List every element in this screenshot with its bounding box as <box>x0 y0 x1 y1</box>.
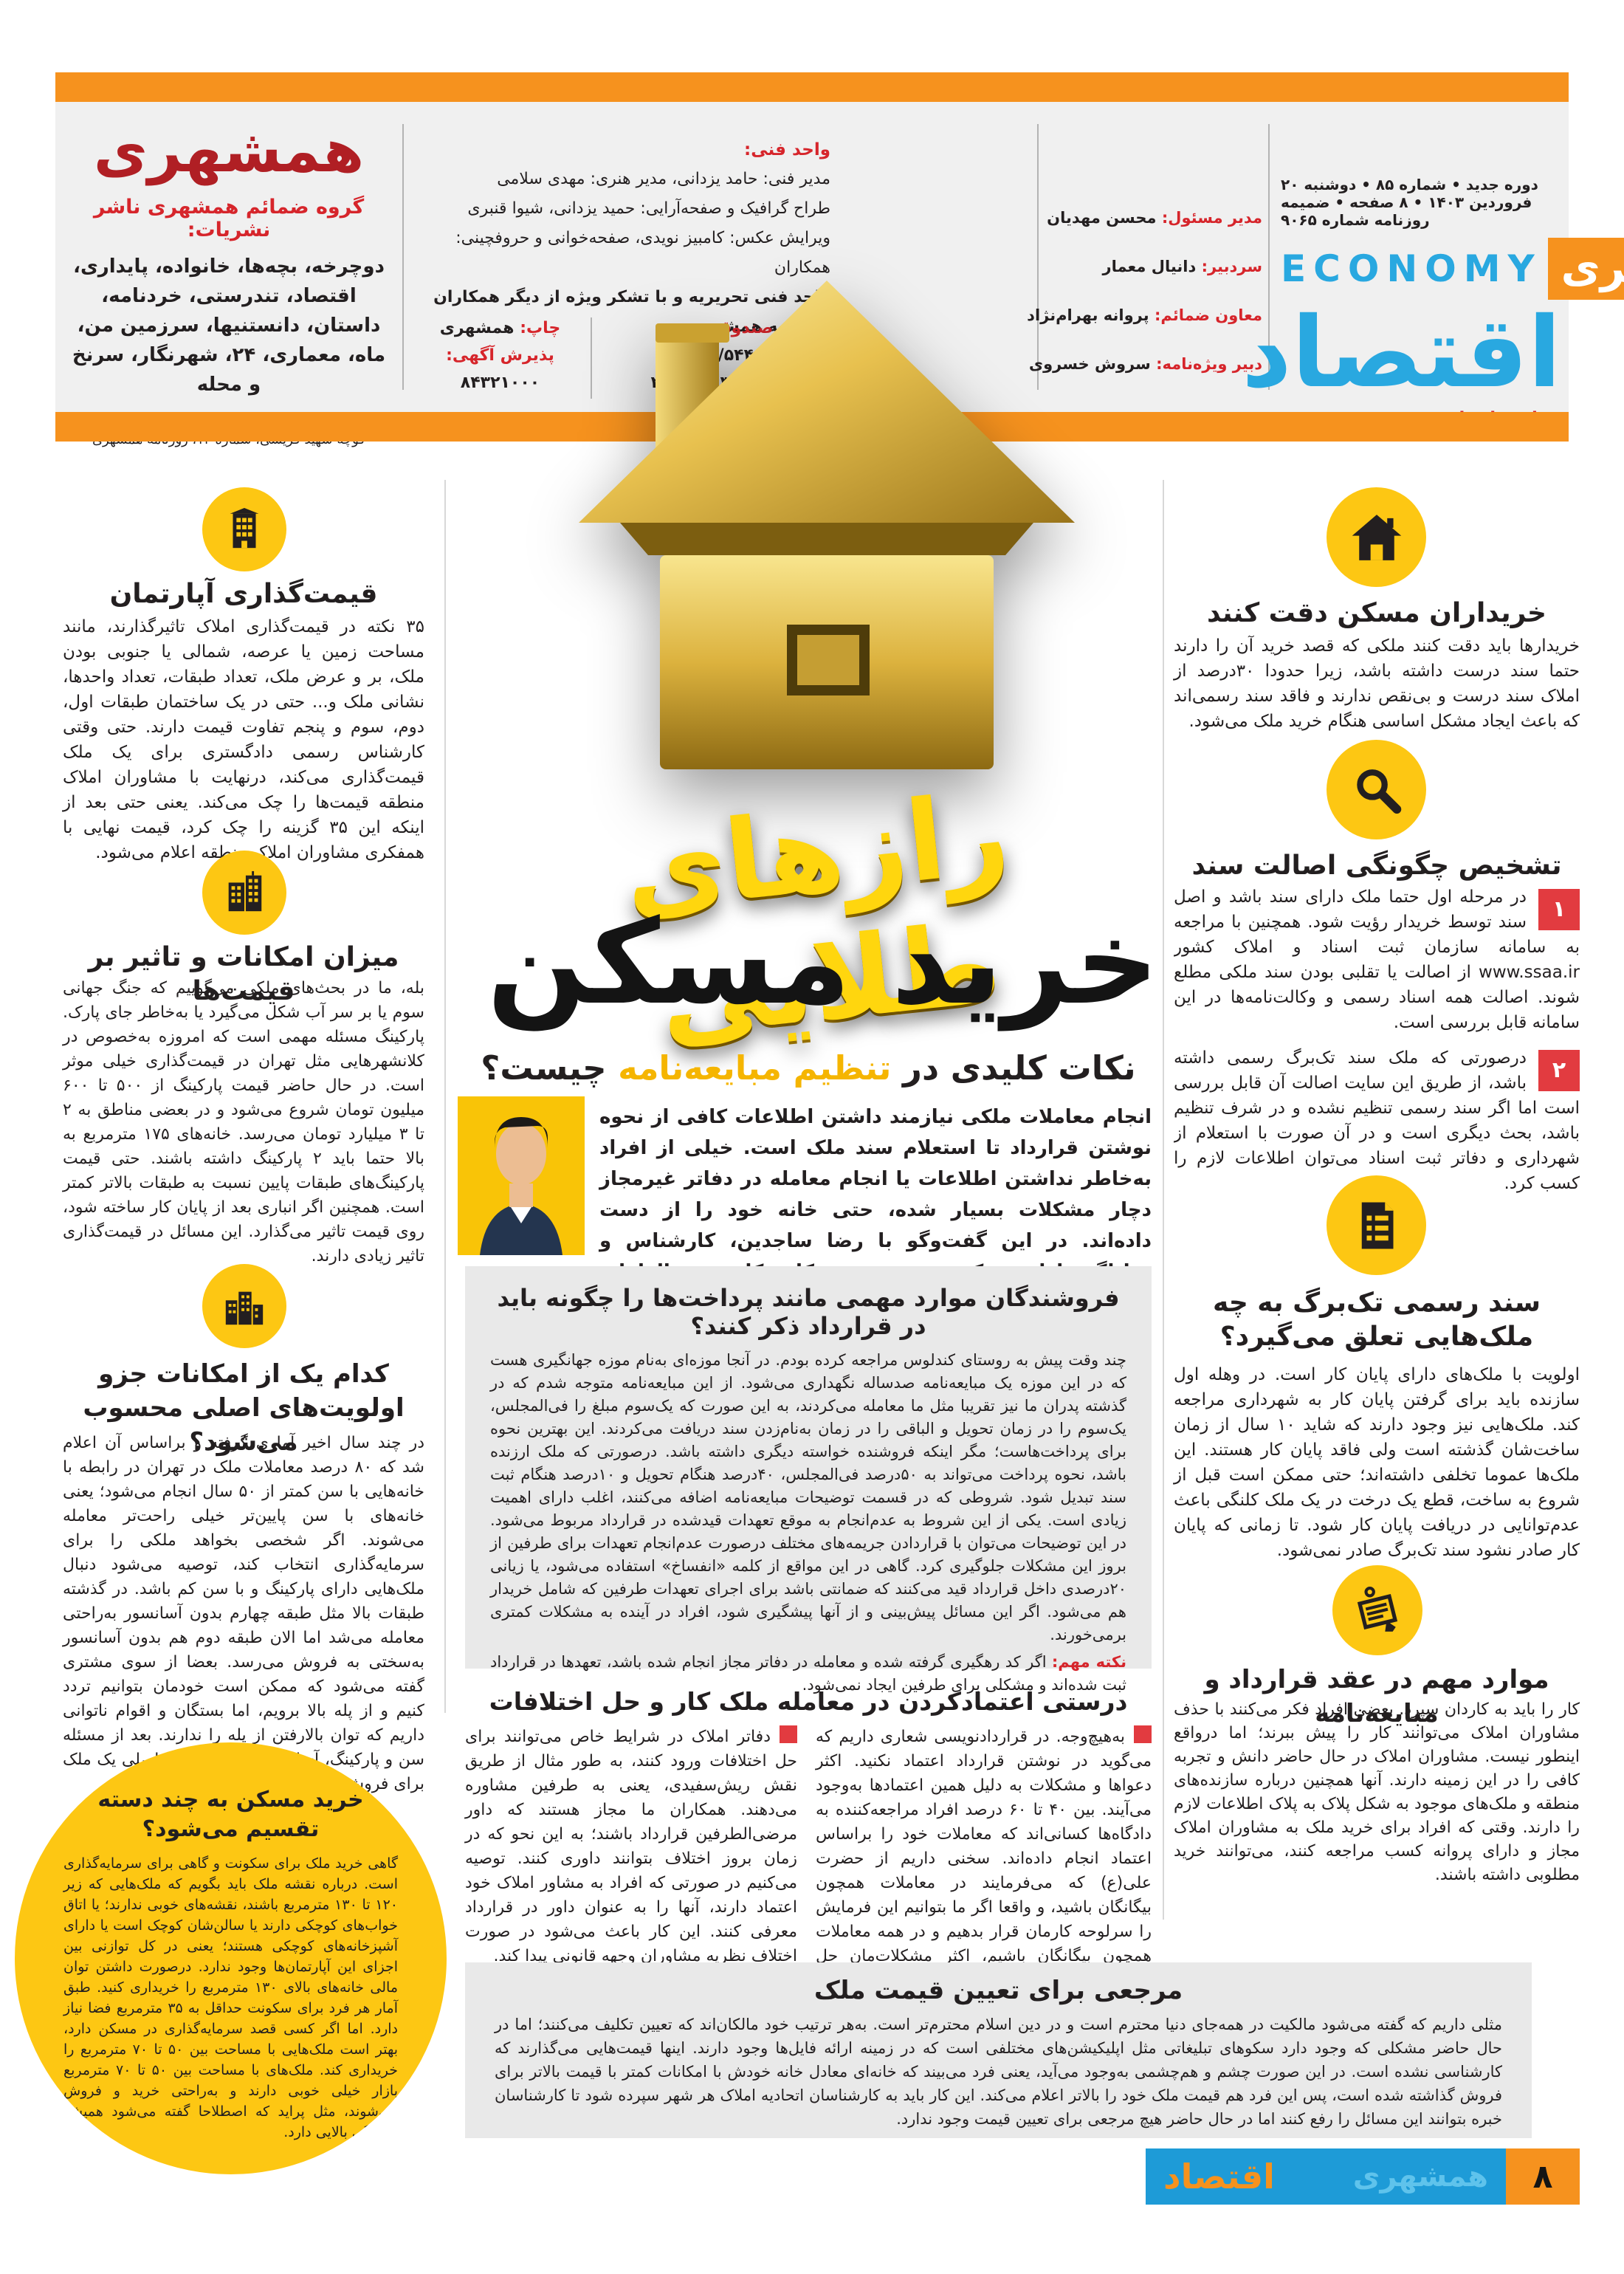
staff-label: دبیر ویژه‌نامه: <box>1156 355 1262 373</box>
header-divider <box>591 317 592 399</box>
note-label: نکته مهم: <box>1051 1653 1126 1671</box>
article-title: میزان امکانات و تاثیر بر قیمت‌ها <box>88 942 399 1006</box>
issue-date-line: دوره جدید • شماره ۸۵ • دوشنبه ۲۰ فروردین… <box>1281 176 1538 229</box>
item-number-badge: ۲ <box>1538 1050 1580 1091</box>
article-title: خریداران مسکن دقت کنند <box>1207 598 1546 628</box>
article-body: خریدارها باید دقت کنند ملکی که قصد خرید … <box>1174 636 1580 731</box>
subtitle-pre: نکات کلیدی در <box>903 1048 1136 1088</box>
housing-categories-bubble: خرید مسکن به چند دسته تقسیم می‌شود؟ گاهی… <box>15 1742 447 2174</box>
brand-block: دوره جدید • شماره ۸۵ • دوشنبه ۲۰ فروردین… <box>1242 176 1624 428</box>
staff-label: معاون ضمائم: <box>1154 306 1262 324</box>
column-divider <box>1163 480 1164 1920</box>
ads-label: پذیرش آگهی: <box>446 346 554 365</box>
header-divider <box>402 124 404 390</box>
article-title: کدام یک از امکانات جزو اولویت‌های اصلی م… <box>83 1359 405 1457</box>
staff-label: سردبیر: <box>1201 258 1262 275</box>
subtitle-post: چیست؟ <box>481 1048 607 1088</box>
header-divider <box>1268 124 1270 390</box>
item-text: در مرحله اول حتما ملک دارای سند باشد و ا… <box>1174 887 1580 1032</box>
article-body: اولویت با ملک‌های دارای پایان کار است. د… <box>1174 1365 1580 1560</box>
article-body: در چند سال اخیر آماری گرفته و براساس آن … <box>63 1434 424 1793</box>
numbered-item: ۱ در مرحله اول حتما ملک دارای سند باشد و … <box>1174 884 1580 1035</box>
print-box: چاپ: همشهری پذیرش آگهی: ۸۴۳۲۱۰۰۰ <box>421 315 579 396</box>
gray-box-body: چند وقت پیش به روستای کندلوس مراجعه کرده… <box>490 1351 1126 1643</box>
trust-section-title: درستی اعتمادکردن در معامله ملک کار و حل … <box>489 1687 1128 1716</box>
gray-box-title: فروشندگان موارد مهمی مانند پرداخت‌ها را … <box>497 1284 1120 1340</box>
interviewee-photo <box>458 1096 585 1255</box>
headline-subtitle: نکات کلیدی در تنظیم مبایعه‌نامه چیست؟ <box>465 1048 1152 1088</box>
staff-label: مدیر مسئول: <box>1161 209 1262 227</box>
seller-terms-box: فروشندگان موارد مهمی مانند پرداخت‌ها را … <box>465 1266 1152 1694</box>
eghtesad-logo: اقتصاد <box>1242 296 1561 410</box>
gold-house-illustration <box>568 266 1085 849</box>
publisher-block: همشهری گروه ضمائم همشهری ناشر نشریات: دو… <box>66 117 391 450</box>
technical-line: مدیر فنی: حامد یزدانی، مدیر هنری: مهدی س… <box>497 170 830 188</box>
document-icon <box>1327 1175 1426 1275</box>
article-title: قیمت‌گذاری آپارتمان <box>109 579 378 609</box>
publisher-title: گروه ضمائم همشهری ناشر نشریات: <box>93 196 365 241</box>
trust-text: دفاتر املاک در شرایط خاص می‌توانند برای … <box>465 1728 797 1965</box>
subtitle-highlight: تنظیم مبایعه‌نامه <box>618 1048 892 1088</box>
buildings-icon <box>202 851 286 935</box>
article-title: موارد مهم در عقد قرارداد و مبایعه‌نامه <box>1204 1665 1549 1728</box>
bubble-title: خرید مسکن به چند دسته تقسیم می‌شود؟ <box>97 1787 364 1842</box>
hamshahri-orange-logo: همشهری <box>1547 238 1624 300</box>
staff-name: محسن مهدیان <box>1047 209 1157 227</box>
person-portrait-icon <box>458 1096 585 1255</box>
magnifier-icon <box>1327 740 1426 839</box>
main-headline-black: خرید مسکن <box>486 895 1162 1031</box>
column-divider <box>444 480 446 1713</box>
staff-name: سروش خسروی <box>1028 355 1151 373</box>
article-title: سند رسمی تک‌برگ به چه ملک‌هایی تعلق می‌گ… <box>1213 1288 1541 1352</box>
print-label: چاپ: <box>520 319 561 337</box>
numbered-items: ۱ در مرحله اول حتما ملک دارای سند باشد و … <box>1174 884 1580 1196</box>
brand-row: ECONOMY همشهری <box>1281 238 1624 300</box>
bubble-body: گاهی خرید ملک برای سکونت و گاهی برای سرم… <box>63 1855 398 2140</box>
staff-block: مدیر مسئول: محسن مهدیان سردبیر: دانیال م… <box>1027 209 1262 373</box>
staff-name: پروانه بهرام‌نژاد <box>1027 306 1149 324</box>
economy-wordmark: ECONOMY <box>1281 247 1542 290</box>
trust-column-right: به‌هیچ‌وجه. در قراردادنویسی شعاری داریم … <box>816 1725 1152 1993</box>
trust-column-left: دفاتر املاک در شرایط خاص می‌توانند برای … <box>465 1725 797 1968</box>
header-top-orange-bar <box>55 72 1569 102</box>
page-number-badge: ۸ <box>1506 2148 1580 2205</box>
apartment-icon <box>202 487 286 571</box>
trust-text: به‌هیچ‌وجه. در قراردادنویسی شعاری داریم … <box>816 1728 1152 1990</box>
important-note: نکته مهم: اگر کد رهگیری گرفته شده و معام… <box>490 1651 1126 1697</box>
publications-list: دوچرخه، بچه‌ها، خانواده، پایداری، اقتصاد… <box>72 255 386 396</box>
gold-house-icon <box>579 281 1075 769</box>
article-body: کار را باید به کاردان سپرد. بعضی افراد ف… <box>1174 1700 1580 1884</box>
footer-eghtesad-logo: اقتصاد <box>1163 2157 1275 2196</box>
note-text: اگر کد رهگیری گرفته شده و معامله در دفات… <box>490 1653 1126 1694</box>
footer-hamshahri-watermark: همشهری <box>1352 2160 1488 2194</box>
header-divider <box>1037 124 1039 390</box>
article-body: ۳۵ نکته در قیمت‌گذاری املاک تاثیرگذارند،… <box>63 617 424 862</box>
technical-line: طراح گرافیک و صفحه‌آرایی: حمید یزدانی، ش… <box>467 199 830 218</box>
pricing-title: مرجعی برای تعیین قیمت ملک <box>813 1976 1183 2005</box>
red-square-bullet <box>780 1725 797 1743</box>
item-text: درصورتی که ملک سند تک‌برگ رسمی داشته باش… <box>1174 1048 1580 1193</box>
note-icon <box>1332 1565 1422 1655</box>
red-square-bullet <box>1134 1725 1152 1743</box>
pricing-strip: مرجعی برای تعیین قیمت ملک مثلی داریم که … <box>465 1962 1532 2138</box>
staff-name: دانیال معمار <box>1102 258 1197 275</box>
item-number-badge: ۱ <box>1538 889 1580 930</box>
pricing-body: مثلی داریم که گفته می‌شود مالکیت در همه‌… <box>495 2016 1502 2128</box>
lead-paragraph: انجام معاملات ملکی نیازمند داشتن اطلاعات… <box>599 1106 1152 1314</box>
city-icon <box>202 1264 286 1348</box>
print-value: همشهری <box>439 319 515 337</box>
house-icon <box>1327 487 1426 587</box>
article-body: بله، ما در بحث‌های ملکی می‌گوییم که جنگ … <box>63 979 425 1265</box>
masthead-box: همشهری گروه ضمائم همشهری ناشر نشریات: دو… <box>55 102 1624 447</box>
footer-brand-bar: همشهری اقتصاد <box>1146 2148 1506 2205</box>
article-title: تشخیص چگونگی اصالت سند <box>1191 851 1562 881</box>
ads-phone: ۸۴۳۲۱۰۰۰ <box>460 374 540 392</box>
technical-title: واحد فنی: <box>744 140 830 159</box>
numbered-item: ۲ درصورتی که ملک سند تک‌برگ رسمی داشته با… <box>1174 1045 1580 1196</box>
technical-line: ویرایش عکس: کامبیز نویدی، صفحه‌خوانی و ح… <box>455 229 830 277</box>
hamshahri-logo: همشهری <box>93 117 365 185</box>
